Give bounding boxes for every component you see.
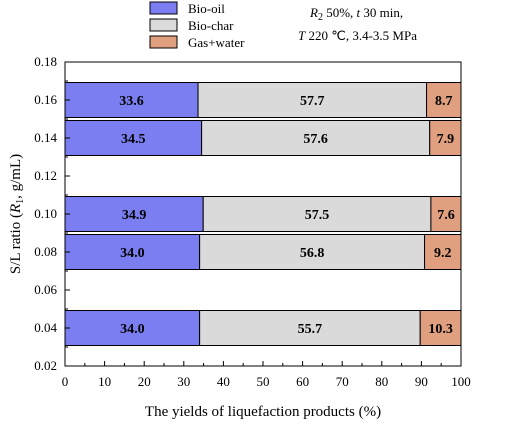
x-tick-label: 60 [296, 374, 309, 389]
value-label: 57.7 [300, 94, 325, 109]
bar-bio-char-0 [197, 82, 428, 118]
bar-bio-oil-4 [64, 310, 201, 346]
x-tick-label: 0 [62, 374, 69, 389]
x-tick-label: 40 [217, 374, 230, 389]
x-tick-label: 90 [415, 374, 428, 389]
legend: Bio-oil Bio-char Gas+water [149, 1, 245, 50]
legend-swatch [149, 35, 178, 49]
bar-gas-water-0 [426, 82, 462, 118]
legend-swatch [149, 1, 178, 15]
conditions-annotation: R2 50%, t 30 min, T 220 ℃, 3.4-3.5 MPa [298, 5, 417, 43]
bar-bio-oil-0 [64, 82, 199, 118]
x-tick-label: 10 [98, 374, 111, 389]
value-label: 10.3 [428, 322, 453, 337]
value-label: 34.0 [120, 246, 145, 261]
y-axis: 0.02 0.04 0.06 0.08 0.10 0.12 0.14 0.16 0.18 [34, 54, 70, 373]
legend-label: Bio-char [188, 18, 234, 33]
bar-gas-water-1 [429, 120, 462, 156]
y-tick-label: 0.16 [34, 92, 57, 107]
value-label: 55.7 [298, 322, 323, 337]
value-label: 34.9 [122, 208, 147, 223]
y-tick-label: 0.06 [34, 282, 57, 297]
value-label: 57.5 [305, 208, 330, 223]
x-axis-title: The yields of liquefaction products (%) [145, 404, 381, 420]
condition-line-2: T 220 ℃, 3.4-3.5 MPa [298, 28, 417, 43]
bar-bio-oil-3 [64, 234, 201, 270]
value-label: 34.5 [121, 132, 146, 147]
legend-label: Gas+water [188, 35, 245, 50]
y-tick-label: 0.08 [34, 244, 57, 259]
legend-swatch [149, 18, 178, 32]
value-label: 33.6 [119, 94, 144, 109]
x-tick-label: 80 [375, 374, 388, 389]
x-tick-label: 30 [177, 374, 190, 389]
x-tick-label: 100 [451, 374, 471, 389]
y-axis-title: S/L ratio (R1, g/mL) [8, 154, 26, 274]
x-tick-label: 70 [336, 374, 349, 389]
y-tick-label: 0.12 [34, 168, 57, 183]
bar-bio-char-1 [201, 120, 431, 156]
y-tick-label: 0.02 [34, 358, 57, 373]
bar-bio-oil-2 [64, 196, 204, 232]
y-tick-label: 0.18 [34, 54, 57, 69]
y-tick-label: 0.04 [34, 320, 57, 335]
bars-layer: 33.6 57.7 8.7 34.5 57.6 7.9 34.9 57.5 7.6 34.0 56.… [64, 82, 462, 346]
value-label: 34.0 [120, 322, 145, 337]
bar-bio-char-2 [202, 196, 432, 232]
bar-gas-water-3 [424, 234, 462, 270]
condition-line-1: R2 50%, t 30 min, [309, 5, 403, 23]
value-label: 7.9 [437, 132, 455, 147]
x-axis: 0 10 20 30 40 50 60 70 80 90 100 [62, 361, 471, 389]
y-tick-label: 0.14 [34, 130, 57, 145]
bar-gas-water-2 [430, 196, 462, 232]
y-tick-label: 0.10 [34, 206, 57, 221]
bar-bio-char-4 [199, 310, 421, 346]
value-label: 7.6 [437, 208, 455, 223]
value-label: 9.2 [434, 246, 452, 261]
value-label: 56.8 [300, 246, 325, 261]
x-tick-label: 50 [257, 374, 270, 389]
value-label: 57.6 [303, 132, 328, 147]
x-tick-label: 20 [138, 374, 151, 389]
legend-label: Bio-oil [188, 1, 225, 16]
value-label: 8.7 [435, 94, 453, 109]
